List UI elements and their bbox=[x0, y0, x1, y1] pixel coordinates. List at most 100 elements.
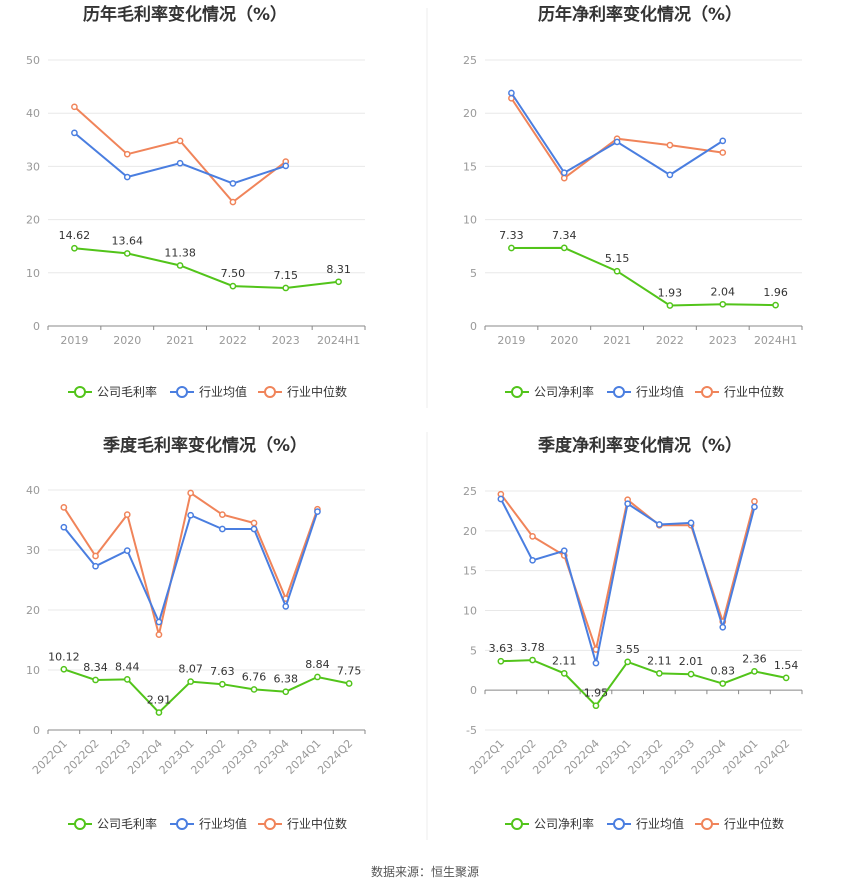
data-point[interactable] bbox=[123, 150, 131, 158]
legend-item[interactable]: 行业中位数 bbox=[258, 816, 347, 831]
legend-label: 行业中位数 bbox=[724, 384, 784, 399]
data-point[interactable] bbox=[314, 673, 321, 681]
data-point[interactable] bbox=[60, 523, 68, 531]
data-label: 8.31 bbox=[326, 263, 351, 276]
data-point[interactable] bbox=[613, 267, 621, 275]
data-point[interactable] bbox=[529, 556, 536, 564]
data-point[interactable] bbox=[187, 489, 194, 497]
data-point[interactable] bbox=[508, 244, 515, 252]
legend-swatch-marker bbox=[613, 386, 625, 398]
legend-swatch-marker bbox=[511, 386, 523, 398]
data-point[interactable] bbox=[123, 676, 131, 683]
chart-title: 季度毛利率变化情况（%） bbox=[103, 435, 307, 456]
data-point[interactable] bbox=[719, 149, 727, 156]
data-point[interactable] bbox=[529, 656, 536, 664]
legend-item[interactable]: 公司毛利率 bbox=[68, 384, 157, 399]
data-point[interactable] bbox=[282, 284, 290, 292]
data-point[interactable] bbox=[229, 282, 237, 290]
data-point[interactable] bbox=[229, 180, 237, 187]
data-point[interactable] bbox=[751, 503, 758, 511]
data-point[interactable] bbox=[92, 562, 99, 570]
data-point[interactable] bbox=[71, 244, 78, 252]
data-point[interactable] bbox=[314, 508, 321, 515]
data-point[interactable] bbox=[592, 702, 600, 710]
data-point[interactable] bbox=[666, 171, 674, 179]
data-point[interactable] bbox=[624, 500, 632, 508]
data-point[interactable] bbox=[560, 174, 568, 182]
data-point[interactable] bbox=[250, 519, 258, 527]
legend-item[interactable]: 行业中位数 bbox=[695, 816, 784, 831]
data-point[interactable] bbox=[187, 511, 194, 519]
legend-label: 行业均值 bbox=[636, 816, 684, 831]
legend-item[interactable]: 行业均值 bbox=[607, 384, 684, 399]
data-point[interactable] bbox=[687, 519, 695, 527]
data-point[interactable] bbox=[282, 688, 290, 696]
data-point[interactable] bbox=[123, 511, 131, 518]
data-point[interactable] bbox=[187, 678, 194, 685]
data-point[interactable] bbox=[176, 159, 184, 167]
data-point[interactable] bbox=[656, 521, 663, 528]
data-point[interactable] bbox=[250, 525, 258, 533]
data-point[interactable] bbox=[60, 665, 68, 673]
data-point[interactable] bbox=[123, 173, 131, 181]
legend-label: 公司毛利率 bbox=[97, 384, 157, 399]
data-point[interactable] bbox=[92, 676, 99, 684]
data-point[interactable] bbox=[71, 103, 78, 111]
data-point[interactable] bbox=[508, 89, 515, 97]
y-tick-label: 10 bbox=[26, 664, 40, 677]
data-point[interactable] bbox=[719, 623, 727, 631]
data-point[interactable] bbox=[719, 300, 727, 308]
data-point[interactable] bbox=[719, 680, 727, 687]
data-label: 1.54 bbox=[774, 659, 799, 672]
data-point[interactable] bbox=[282, 162, 290, 170]
data-point[interactable] bbox=[666, 141, 674, 149]
data-point[interactable] bbox=[560, 169, 568, 177]
data-point[interactable] bbox=[529, 533, 536, 540]
data-point[interactable] bbox=[497, 657, 505, 665]
data-label: 3.78 bbox=[520, 641, 545, 654]
data-point[interactable] bbox=[751, 498, 758, 505]
data-point[interactable] bbox=[345, 680, 353, 687]
data-point[interactable] bbox=[219, 680, 226, 688]
data-point[interactable] bbox=[656, 670, 663, 677]
data-point[interactable] bbox=[751, 668, 758, 675]
data-point[interactable] bbox=[613, 138, 621, 146]
data-point[interactable] bbox=[155, 618, 163, 626]
legend-item[interactable]: 行业中位数 bbox=[695, 384, 784, 399]
data-point[interactable] bbox=[219, 525, 226, 533]
legend-item[interactable]: 行业均值 bbox=[170, 384, 247, 399]
y-tick-label: 10 bbox=[463, 605, 477, 618]
data-point[interactable] bbox=[176, 137, 184, 145]
data-point[interactable] bbox=[666, 302, 674, 309]
data-point[interactable] bbox=[687, 670, 695, 678]
data-point[interactable] bbox=[219, 511, 226, 518]
legend-item[interactable]: 行业均值 bbox=[170, 816, 247, 831]
data-point[interactable] bbox=[229, 198, 237, 206]
data-point[interactable] bbox=[155, 709, 163, 716]
data-point[interactable] bbox=[250, 686, 258, 693]
data-point[interactable] bbox=[560, 547, 568, 555]
data-point[interactable] bbox=[592, 659, 600, 667]
legend-item[interactable]: 公司毛利率 bbox=[68, 816, 157, 831]
data-point[interactable] bbox=[92, 552, 99, 560]
legend-item[interactable]: 公司净利率 bbox=[505, 816, 594, 831]
data-point[interactable] bbox=[560, 670, 568, 677]
y-tick-label: 0 bbox=[470, 684, 477, 697]
legend-item[interactable]: 行业均值 bbox=[607, 816, 684, 831]
data-point[interactable] bbox=[560, 244, 568, 252]
data-point[interactable] bbox=[335, 278, 342, 286]
data-point[interactable] bbox=[71, 129, 78, 137]
data-point[interactable] bbox=[497, 495, 505, 503]
legend-item[interactable]: 行业中位数 bbox=[258, 384, 347, 399]
data-point[interactable] bbox=[60, 504, 68, 511]
data-point[interactable] bbox=[772, 301, 779, 309]
data-point[interactable] bbox=[282, 603, 290, 610]
data-point[interactable] bbox=[123, 250, 131, 257]
data-point[interactable] bbox=[782, 674, 790, 682]
data-point[interactable] bbox=[123, 547, 131, 554]
data-point[interactable] bbox=[155, 631, 163, 638]
data-point[interactable] bbox=[719, 137, 727, 145]
data-point[interactable] bbox=[176, 262, 184, 269]
legend-item[interactable]: 公司净利率 bbox=[505, 384, 594, 399]
data-point[interactable] bbox=[624, 658, 632, 666]
